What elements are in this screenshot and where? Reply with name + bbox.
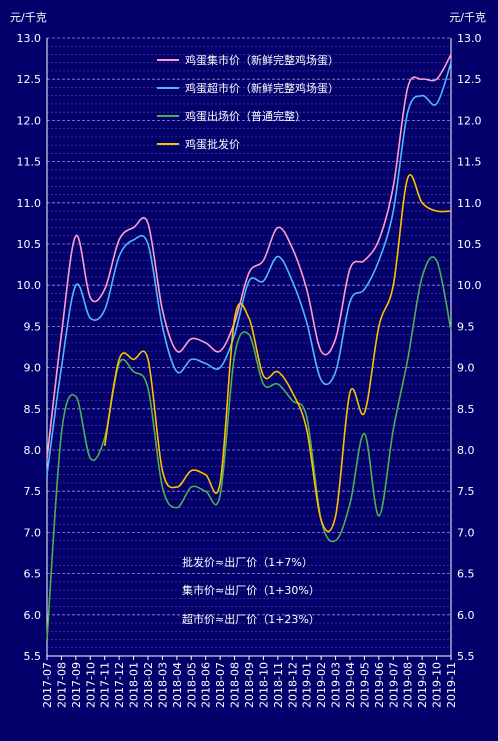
x-tick-label: 2018-09 [243,662,256,708]
legend-label-3: 鸡蛋出场价（普通完整） [185,109,306,123]
x-tick-label: 2018-11 [272,662,285,708]
legend-label-4: 鸡蛋批发价 [185,137,240,151]
x-tick-label: 2017-07 [41,662,54,708]
x-tick-label: 2017-09 [70,662,83,708]
y-tick-label-right: 6.5 [457,568,475,581]
y-tick-label-right: 9.0 [457,362,475,375]
y-tick-label-right: 12.5 [457,73,482,86]
x-tick-label: 2019-02 [315,662,328,708]
y-tick-label-left: 11.5 [17,156,42,169]
x-tick-label: 2018-10 [257,662,270,708]
y-tick-label-left: 13.0 [17,32,42,45]
formula-annotation-3: 超市价≈出厂价（1+23%） [182,612,320,626]
x-tick-label: 2018-06 [200,662,213,708]
y-tick-label-left: 8.0 [24,444,42,457]
y-tick-label-right: 12.0 [457,114,482,127]
y-tick-label-right: 5.5 [457,650,475,663]
y-tick-label-right: 10.5 [457,238,482,251]
y-tick-label-left: 5.5 [24,650,42,663]
x-tick-label: 2019-08 [402,662,415,708]
x-tick-label: 2018-07 [214,662,227,708]
y-tick-label-right: 13.0 [457,32,482,45]
x-tick-label: 2018-01 [128,662,141,708]
y-tick-label-left: 7.0 [24,526,42,539]
y-tick-label-left: 10.0 [17,279,42,292]
x-tick-label: 2019-01 [301,662,314,708]
y-tick-label-right: 8.0 [457,444,475,457]
x-tick-label: 2019-06 [373,662,386,708]
y-tick-label-left: 12.0 [17,114,42,127]
legend-label-1: 鸡蛋集市价（新鲜完整鸡场蛋） [185,53,339,67]
series-line-4 [103,174,452,533]
y-tick-label-right: 7.0 [457,526,475,539]
y-tick-label-left: 9.0 [24,362,42,375]
y-tick-label-left: 6.5 [24,568,42,581]
y-tick-label-right: 6.0 [457,609,475,622]
x-tick-label: 2019-10 [431,662,444,708]
x-tick-label: 2017-08 [55,662,68,708]
formula-annotation-2: 集市价≈出厂价（1+30%） [182,583,320,597]
x-tick-label: 2018-02 [142,662,155,708]
legend-label-2: 鸡蛋超市价（新鲜完整鸡场蛋） [185,81,339,95]
series-line-1 [46,54,452,459]
y-tick-label-right: 9.5 [457,320,475,333]
y-tick-label-left: 9.5 [24,320,42,333]
x-tick-label: 2018-04 [171,662,184,708]
x-tick-label: 2017-12 [113,662,126,708]
y-tick-label-right: 11.0 [457,197,482,210]
y-unit-left: 元/千克 [10,11,47,24]
x-tick-label: 2017-11 [99,662,112,708]
x-tick-label: 2018-08 [229,662,242,708]
y-tick-label-right: 11.5 [457,156,482,169]
x-tick-label: 2018-12 [286,662,299,708]
x-tick-label: 2019-09 [416,662,429,708]
y-tick-label-left: 7.5 [24,485,42,498]
x-tick-label: 2019-11 [445,662,458,708]
y-tick-label-left: 11.0 [17,197,42,210]
y-tick-label-right: 8.5 [457,403,475,416]
series-line-2 [46,62,452,475]
x-tick-label: 2019-04 [344,662,357,708]
y-tick-label-left: 6.0 [24,609,42,622]
x-tick-label: 2019-05 [358,662,371,708]
x-tick-label: 2019-07 [387,662,400,708]
x-tick-label: 2018-03 [156,662,169,708]
y-unit-right: 元/千克 [449,11,486,24]
y-tick-label-left: 8.5 [24,403,42,416]
x-tick-label: 2019-03 [330,662,343,708]
y-tick-label-left: 10.5 [17,238,42,251]
formula-annotation-1: 批发价≈出厂价（1+7%） [182,555,313,569]
y-tick-label-right: 10.0 [457,279,482,292]
x-tick-label: 2017-10 [84,662,97,708]
y-tick-label-right: 7.5 [457,485,475,498]
y-tick-label-left: 12.5 [17,73,42,86]
x-tick-label: 2018-05 [185,662,198,708]
